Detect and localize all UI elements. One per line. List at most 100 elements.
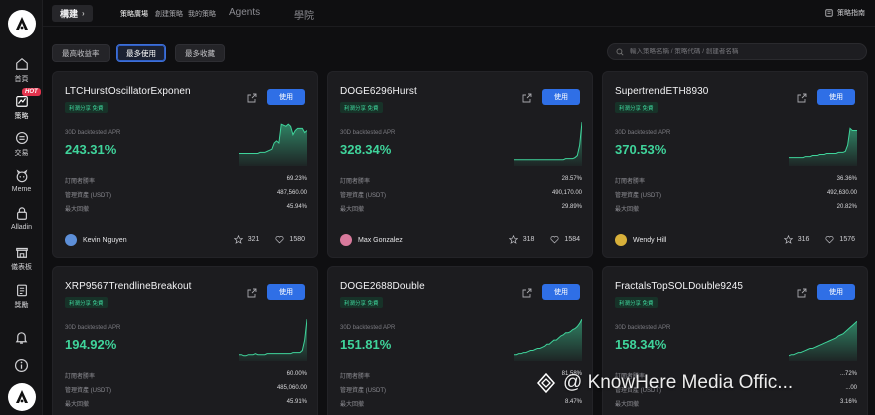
meme-icon <box>16 169 27 183</box>
sparkline-line <box>239 319 307 357</box>
stat-row-subscriber-winrate: 訂閱者勝率 28.57% <box>340 176 582 185</box>
book-icon <box>825 9 833 17</box>
apr-label: 30D backtested APR <box>615 325 671 331</box>
stat-row-max-drawdown: 最大回撤 20.82% <box>615 204 857 213</box>
strategy-card[interactable]: DOGE6296Hurst 利潤分享 免費 使用 30D backtested … <box>327 71 593 258</box>
sidebar-item-dashboard[interactable]: 儀表板 <box>0 245 43 272</box>
avatar <box>615 234 627 246</box>
stat-row-aum: 管理資產 (USDT) <box>340 385 582 394</box>
use-button[interactable]: 使用 <box>817 89 855 105</box>
brand-logo[interactable] <box>8 10 36 38</box>
strategy-card[interactable]: SupertrendETH8930 利潤分享 免費 使用 30D backtes… <box>602 71 868 258</box>
star-icon[interactable] <box>508 235 518 244</box>
sidebar-item-trade[interactable]: 交易 <box>0 131 43 158</box>
stat-row-aum: 管理資產 (USDT) 490,170.00 <box>340 190 582 199</box>
creator[interactable]: Wendy Hill <box>615 234 666 246</box>
tab-agents[interactable]: Agents <box>229 7 261 18</box>
sidebar-item-meme[interactable]: Meme <box>0 169 43 193</box>
strategy-card[interactable]: DOGE2688Double 利潤分享 免費 使用 30D backtested… <box>327 266 593 415</box>
card-stats: 316 1576 <box>783 235 855 244</box>
notification-bell-icon[interactable] <box>14 330 29 345</box>
share-icon[interactable] <box>522 288 532 298</box>
sidebar-item-alladin[interactable]: Alladin <box>0 207 43 231</box>
use-button[interactable]: 使用 <box>267 284 305 300</box>
stat-value: ...00 <box>845 385 857 391</box>
stat-value: 492,630.00 <box>826 190 857 196</box>
stat-row-aum: 管理資產 (USDT) 487,560.00 <box>65 190 307 199</box>
section-dropdown[interactable]: 構建 › <box>52 5 93 22</box>
strategy-card[interactable]: FractalsTopSOLDouble9245 利潤分享 免費 使用 30D … <box>602 266 868 415</box>
filter-most-favorited[interactable]: 最多收藏 <box>175 44 225 62</box>
hot-badge: HOT <box>22 88 41 96</box>
creator[interactable]: Max Gonzalez <box>340 234 403 246</box>
use-button[interactable]: 使用 <box>542 284 580 300</box>
search-input[interactable] <box>630 48 860 55</box>
creator[interactable]: Kevin Nguyen <box>65 234 127 246</box>
heart-icon[interactable] <box>275 235 284 244</box>
sparkline-line <box>514 122 582 161</box>
heart-icon[interactable] <box>550 235 559 244</box>
profit-share-tag: 利潤分享 免費 <box>340 102 383 113</box>
stat-value: ...72% <box>839 371 857 377</box>
use-button[interactable]: 使用 <box>817 284 855 300</box>
logo-icon <box>16 17 28 30</box>
share-icon[interactable] <box>247 93 257 103</box>
share-icon[interactable] <box>797 288 807 298</box>
sparkline-area <box>514 319 582 361</box>
apr-sparkline <box>789 320 857 361</box>
sparkline-area <box>789 321 857 361</box>
rewards-icon <box>16 284 27 297</box>
creator-name: Kevin Nguyen <box>83 236 127 244</box>
apr-label: 30D backtested APR <box>340 130 396 136</box>
stat-row-subscriber-winrate: 訂閱者勝率 81.58% <box>340 371 582 380</box>
sidebar-item-label: Meme <box>11 186 32 193</box>
stat-value: 485,060.00 <box>276 385 307 391</box>
apr-sparkline <box>789 127 857 166</box>
use-button[interactable]: 使用 <box>267 89 305 105</box>
tab-strategy-plaza[interactable]: 策略廣場 <box>120 10 148 18</box>
use-button[interactable]: 使用 <box>542 89 580 105</box>
tab-create-strategy[interactable]: 創建策略 <box>155 10 183 18</box>
strategy-guide-link[interactable]: 策略指南 <box>825 8 865 18</box>
star-icon[interactable] <box>783 235 793 244</box>
stat-value: 45.91% <box>286 399 307 405</box>
heart-icon[interactable] <box>825 235 834 244</box>
search-box[interactable] <box>607 43 867 60</box>
stat-label: 管理資產 (USDT) <box>65 193 111 199</box>
stat-label: 管理資產 (USDT) <box>65 388 111 394</box>
filter-highest-yield[interactable]: 最高收益率 <box>52 44 110 62</box>
stat-row-max-drawdown: 最大回撤 45.94% <box>65 204 307 213</box>
stat-value: 81.58% <box>561 371 582 377</box>
star-icon[interactable] <box>233 235 243 244</box>
like-count: 1580 <box>289 236 305 243</box>
apr-sparkline <box>239 319 307 361</box>
sidebar-item-strategy[interactable]: HOT 策略 <box>0 88 43 121</box>
sidebar-item-rewards[interactable]: 獎勵 <box>0 283 43 310</box>
share-icon[interactable] <box>522 93 532 103</box>
strategy-name: XRP9567TrendlineBreakout <box>65 281 192 292</box>
account-logo[interactable] <box>8 383 36 411</box>
like-count: 1576 <box>839 236 855 243</box>
info-icon[interactable] <box>14 358 29 373</box>
dashboard-icon <box>15 247 28 258</box>
strategy-card[interactable]: LTCHurstOscillatorExponen 利潤分享 免費 使用 30D… <box>52 71 318 258</box>
sidebar-item-home[interactable]: 首頁 <box>0 57 43 84</box>
avatar <box>340 234 352 246</box>
sidebar: 首頁 HOT 策略 交易 Meme Alladin 儀表板 獎勵 <box>0 0 43 415</box>
watermark-text: @ KnowHere Media Offic... <box>563 372 794 393</box>
stat-value: 29.89% <box>561 204 582 210</box>
stat-label: 管理資產 (USDT) <box>340 388 386 394</box>
stat-label: 訂閱者勝率 <box>65 374 96 380</box>
tab-my-strategies[interactable]: 我的策略 <box>188 10 216 18</box>
filter-most-used[interactable]: 最多使用 <box>116 44 166 62</box>
strategy-card[interactable]: XRP9567TrendlineBreakout 利潤分享 免費 使用 30D … <box>52 266 318 415</box>
stat-value: 69.23% <box>286 176 307 182</box>
stat-value: 490,170.00 <box>551 190 582 196</box>
share-icon[interactable] <box>797 93 807 103</box>
profit-share-tag: 利潤分享 免費 <box>340 297 383 308</box>
creator-name: Wendy Hill <box>633 236 667 244</box>
tab-academy[interactable]: 學院 <box>294 11 314 22</box>
share-icon[interactable] <box>247 288 257 298</box>
strategy-name: SupertrendETH8930 <box>615 86 709 97</box>
strategy-name: LTCHurstOscillatorExponen <box>65 86 191 97</box>
